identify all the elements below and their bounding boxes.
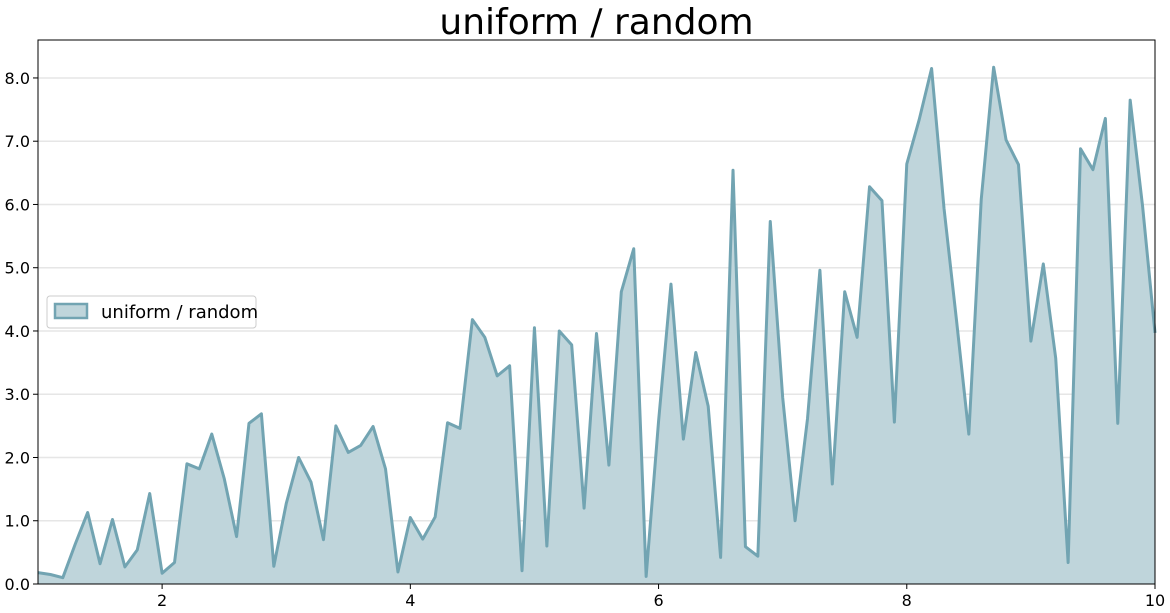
x-tick-label: 10 xyxy=(1145,591,1165,610)
y-tick-label: 1.0 xyxy=(5,512,30,531)
x-tick-label: 2 xyxy=(157,591,167,610)
plot-frame xyxy=(37,39,1156,585)
legend-label: uniform / random xyxy=(101,302,258,323)
chart-title: uniform / random xyxy=(439,2,754,43)
y-tick-label: 6.0 xyxy=(5,195,30,214)
legend-box xyxy=(46,295,257,329)
x-tick-label: 4 xyxy=(405,591,415,610)
legend: uniform / random xyxy=(46,295,258,329)
series-line xyxy=(37,65,1157,580)
legend-swatch xyxy=(53,302,89,320)
y-tick-label: 3.0 xyxy=(5,385,30,404)
y-tick-label: 0.0 xyxy=(5,575,30,594)
series-area xyxy=(38,67,1155,584)
y-tick-label: 2.0 xyxy=(5,448,30,467)
y-tick-label: 4.0 xyxy=(5,322,30,341)
y-tick-label: 7.0 xyxy=(5,132,30,151)
y-tick-label: 8.0 xyxy=(5,69,30,88)
axes: 0.0 1.0 2.0 3.0 4.0 5.0 6.0 7.0 8.0 2 4 6 8 10 xyxy=(5,39,1165,610)
y-tick-label: 5.0 xyxy=(5,259,30,278)
x-tick-label: 6 xyxy=(653,591,663,610)
x-tick-label: 8 xyxy=(902,591,912,610)
series-layer xyxy=(37,65,1157,584)
